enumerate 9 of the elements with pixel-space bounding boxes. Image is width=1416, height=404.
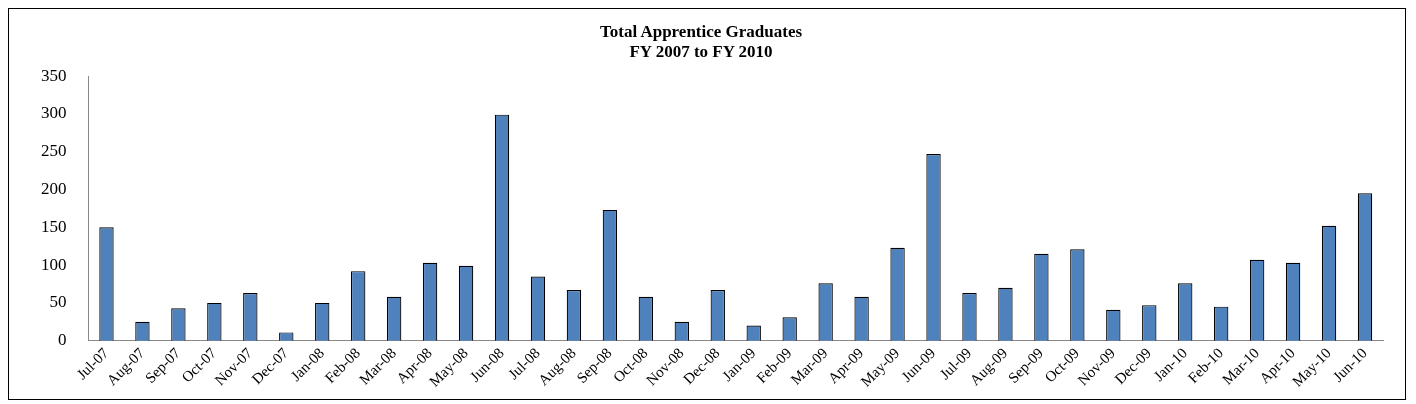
y-tick-label: 200 bbox=[41, 178, 67, 198]
y-tick-label: 250 bbox=[41, 141, 67, 161]
y-tick-label: 100 bbox=[41, 254, 67, 274]
y-tick-label: 150 bbox=[41, 216, 67, 236]
y-tick-label: 300 bbox=[41, 103, 67, 123]
y-tick-label: 50 bbox=[49, 292, 67, 312]
chart-title: Total Apprentice Graduates FY 2007 to FY 2010 bbox=[599, 22, 803, 61]
y-tick-label: 0 bbox=[58, 330, 67, 350]
y-tick-label: 350 bbox=[41, 65, 67, 85]
